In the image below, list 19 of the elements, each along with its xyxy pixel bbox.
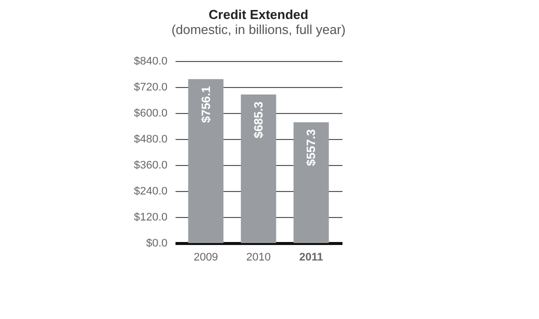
y-tick-label: $720.0 [134,82,168,94]
data-label: $557.3 [304,128,318,166]
chart-subtitle: (domestic, in billions, full year) [171,22,346,37]
data-label: $685.3 [252,101,266,138]
y-tick-label: $120.0 [134,212,168,224]
bar [240,94,276,243]
chart-title: Credit Extended [208,7,308,22]
y-tick-label: $360.0 [134,160,168,172]
y-tick-label: $840.0 [134,56,168,68]
bar [188,79,224,243]
bar [294,122,329,243]
data-label: $756.1 [198,86,213,123]
x-tick-label: 2011 [299,252,324,264]
x-tick-label: 2010 [246,252,271,264]
y-tick-label: $0.0 [146,238,168,250]
x-tick-label: 2009 [194,252,218,264]
y-tick-label: $480.0 [134,134,168,146]
y-tick-label: $600.0 [134,108,168,120]
y-tick-label: $240.0 [134,186,168,198]
